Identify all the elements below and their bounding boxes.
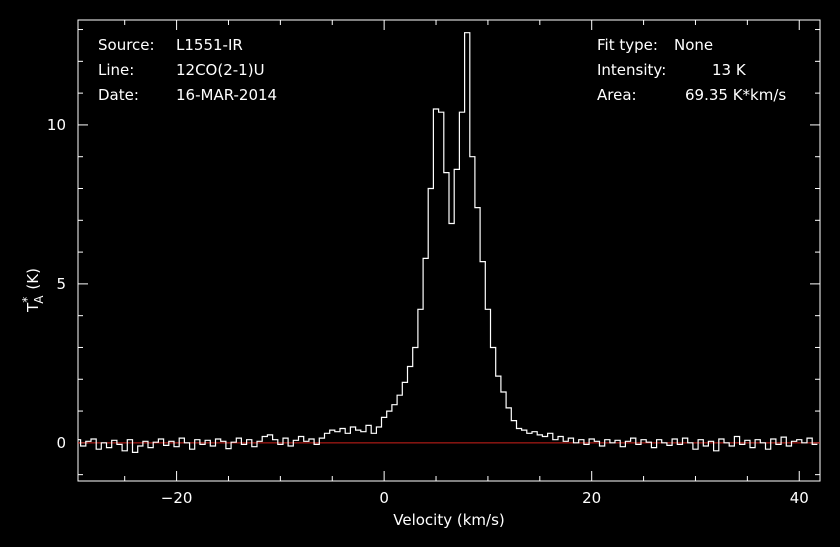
info-intensity-value: 13 K xyxy=(712,61,747,79)
y-axis-label-text: T*A(K) xyxy=(20,268,46,313)
info-fit-type-key: Fit type: xyxy=(597,36,658,54)
info-fit-type-value: None xyxy=(674,36,713,54)
x-tick-label: 20 xyxy=(582,489,601,507)
info-date-value: 16-MAR-2014 xyxy=(176,86,277,104)
x-tick-label: 40 xyxy=(790,489,809,507)
x-axis-label: Velocity (km/s) xyxy=(393,511,504,529)
y-tick-label: 0 xyxy=(56,434,66,452)
x-tick-label: 0 xyxy=(379,489,389,507)
info-area-value: 69.35 K*km/s xyxy=(685,86,786,104)
x-tick-label: −20 xyxy=(161,489,193,507)
info-intensity-key: Intensity: xyxy=(597,61,666,79)
plot-frame xyxy=(77,19,821,482)
spectrum-line xyxy=(78,32,818,453)
y-tick-label: 5 xyxy=(56,275,66,293)
info-source-key: Source: xyxy=(98,36,155,54)
info-line-value: 12CO(2-1)U xyxy=(176,61,265,79)
info-area-key: Area: xyxy=(597,86,637,104)
info-date-key: Date: xyxy=(98,86,139,104)
y-axis-label: T*A(K) xyxy=(20,268,46,313)
info-source-value: L1551-IR xyxy=(176,36,243,54)
spectrum-series xyxy=(78,32,818,453)
info-line-key: Line: xyxy=(98,61,134,79)
y-tick-label: 10 xyxy=(47,116,66,134)
